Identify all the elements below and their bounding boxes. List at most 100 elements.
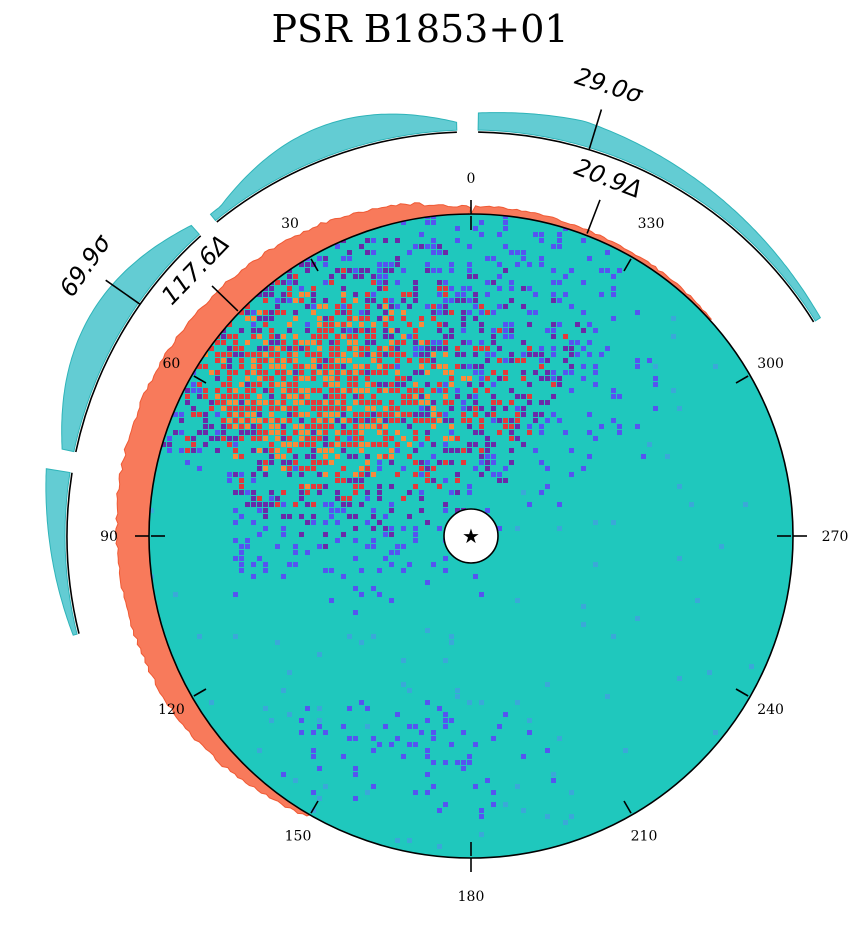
- heatmap-cell: [227, 442, 232, 447]
- heatmap-cell: [323, 730, 328, 735]
- heatmap-cell: [539, 256, 544, 261]
- heatmap-cell: [221, 382, 226, 387]
- heatmap-cell: [335, 358, 340, 363]
- heatmap-cell: [323, 298, 328, 303]
- heatmap-cell: [305, 502, 310, 507]
- heatmap-cell: [263, 388, 268, 393]
- heatmap-cell: [353, 388, 358, 393]
- heatmap-cell: [335, 388, 340, 393]
- heatmap-cell: [365, 466, 370, 471]
- heatmap-cell: [281, 436, 286, 441]
- heatmap-cell: [311, 448, 316, 453]
- heatmap-cell: [587, 340, 592, 345]
- heatmap-cell: [317, 316, 322, 321]
- heatmap-cell: [329, 382, 334, 387]
- heatmap-cell: [563, 820, 568, 825]
- heatmap-cell: [491, 310, 496, 315]
- heatmap-cell: [209, 700, 214, 705]
- heatmap-cell: [341, 328, 346, 333]
- heatmap-cell: [455, 346, 460, 351]
- heatmap-cell: [401, 412, 406, 417]
- heatmap-cell: [371, 544, 376, 549]
- heatmap-cell: [443, 802, 448, 807]
- heatmap-cell: [443, 724, 448, 729]
- heatmap-cell: [233, 334, 238, 339]
- heatmap-cell: [239, 328, 244, 333]
- heatmap-cell: [521, 394, 526, 399]
- heatmap-cell: [371, 340, 376, 345]
- heatmap-cell: [299, 340, 304, 345]
- heatmap-cell: [515, 424, 520, 429]
- heatmap-cell: [395, 418, 400, 423]
- tick-label-60: 60: [162, 356, 180, 372]
- heatmap-cell: [323, 442, 328, 447]
- heatmap-cell: [605, 694, 610, 699]
- heatmap-cell: [389, 418, 394, 423]
- heatmap-cell: [353, 424, 358, 429]
- heatmap-cell: [263, 436, 268, 441]
- heatmap-cell: [323, 370, 328, 375]
- heatmap-cell: [467, 448, 472, 453]
- heatmap-cell: [485, 448, 490, 453]
- heatmap-cell: [449, 370, 454, 375]
- heatmap-cell: [341, 574, 346, 579]
- outer-arc-line: [478, 131, 815, 323]
- heatmap-cell: [293, 364, 298, 369]
- heatmap-cell: [479, 454, 484, 459]
- heatmap-cell: [239, 364, 244, 369]
- heatmap-cell: [227, 394, 232, 399]
- heatmap-cell: [419, 400, 424, 405]
- heatmap-cell: [293, 406, 298, 411]
- heatmap-cell: [347, 382, 352, 387]
- heatmap-cell: [347, 418, 352, 423]
- heatmap-cell: [413, 334, 418, 339]
- heatmap-cell: [329, 412, 334, 417]
- heatmap-cell: [479, 808, 484, 813]
- heatmap-cell: [317, 472, 322, 477]
- heatmap-cell: [317, 484, 322, 489]
- heatmap-cell: [371, 736, 376, 741]
- heatmap-cell: [311, 484, 316, 489]
- heatmap-cell: [605, 250, 610, 255]
- heatmap-cell: [557, 280, 562, 285]
- heatmap-cell: [431, 388, 436, 393]
- heatmap-cell: [323, 328, 328, 333]
- heatmap-cell: [323, 394, 328, 399]
- heatmap-cell: [353, 370, 358, 375]
- heatmap-cell: [353, 346, 358, 351]
- heatmap-cell: [353, 412, 358, 417]
- heatmap-cell: [221, 334, 226, 339]
- heatmap-cell: [419, 364, 424, 369]
- heatmap-cell: [389, 460, 394, 465]
- heatmap-cell: [251, 436, 256, 441]
- heatmap-cell: [359, 430, 364, 435]
- heatmap-cell: [335, 334, 340, 339]
- heatmap-cell: [323, 436, 328, 441]
- tick-label-300: 300: [757, 356, 784, 372]
- heatmap-cell: [311, 754, 316, 759]
- heatmap-cell: [293, 352, 298, 357]
- heatmap-cell: [437, 286, 442, 291]
- heatmap-cell: [329, 394, 334, 399]
- heatmap-cell: [491, 736, 496, 741]
- heatmap-cell: [353, 352, 358, 357]
- heatmap-cell: [461, 760, 466, 765]
- heatmap-cell: [545, 376, 550, 381]
- heatmap-cell: [533, 418, 538, 423]
- heatmap-cell: [347, 388, 352, 393]
- heatmap-cell: [533, 352, 538, 357]
- heatmap-cell: [329, 460, 334, 465]
- heatmap-cell: [503, 406, 508, 411]
- heatmap-cell: [677, 406, 682, 411]
- outer-arc-line: [75, 235, 202, 453]
- heatmap-cell: [377, 430, 382, 435]
- heatmap-cell: [497, 526, 502, 531]
- heatmap-cell: [389, 268, 394, 273]
- heatmap-cell: [653, 376, 658, 381]
- heatmap-cell: [389, 304, 394, 309]
- heatmap-cell: [575, 322, 580, 327]
- heatmap-cell: [449, 418, 454, 423]
- heatmap-cell: [407, 376, 412, 381]
- heatmap-cell: [341, 502, 346, 507]
- heatmap-cell: [455, 448, 460, 453]
